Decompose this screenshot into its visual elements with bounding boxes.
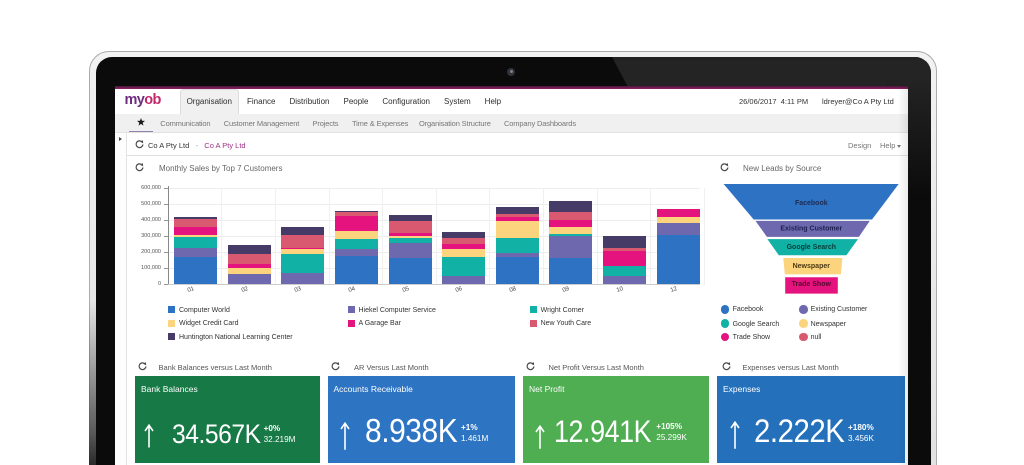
svg-text:Newspaper: Newspaper <box>793 263 831 270</box>
svg-text:Existing Customer: Existing Customer <box>780 226 842 233</box>
svg-text:Facebook: Facebook <box>795 200 828 207</box>
svg-text:Google Search: Google Search <box>787 244 836 251</box>
svg-text:Trade Show: Trade Show <box>792 281 832 288</box>
